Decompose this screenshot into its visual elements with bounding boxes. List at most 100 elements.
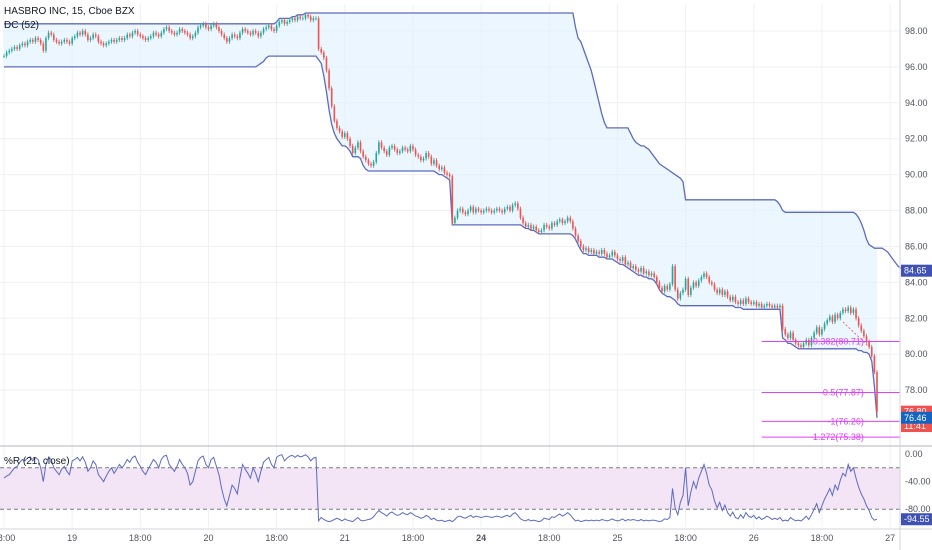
- candle-body: [254, 30, 257, 33]
- wr-line: [3, 454, 878, 523]
- candle-body: [142, 36, 144, 39]
- candle-body: [718, 289, 721, 294]
- candle-body: [842, 309, 844, 313]
- candle-body: [29, 39, 32, 42]
- candle-body: [325, 57, 328, 71]
- candle-body: [627, 262, 629, 265]
- candle-body: [666, 285, 669, 290]
- fib-label: -0.5(77.87): [820, 387, 864, 397]
- y-tick-label: 88.00: [905, 206, 928, 216]
- indicator-legend-wr[interactable]: %R (21, close): [4, 456, 70, 467]
- candle-body: [186, 32, 189, 35]
- candle-body: [24, 43, 26, 46]
- candle-body: [430, 156, 433, 164]
- candle-body: [372, 162, 375, 166]
- candle-body: [257, 32, 260, 37]
- symbol-title[interactable]: HASBRO INC, 15, Cboe BZX: [4, 6, 135, 17]
- candle-body: [260, 32, 262, 37]
- candle-body: [716, 289, 718, 294]
- candle-body: [849, 307, 852, 313]
- candle-body: [669, 284, 671, 290]
- candle-body: [207, 27, 210, 30]
- candle-body: [11, 48, 13, 51]
- candle-body: [294, 18, 296, 21]
- candle-body: [551, 223, 553, 229]
- candle-body: [333, 106, 336, 121]
- indicator-legend-dc[interactable]: DC (52): [4, 20, 40, 31]
- candle-body: [498, 208, 501, 211]
- candle-body: [750, 302, 752, 304]
- candle-body: [220, 30, 223, 35]
- candle-body: [367, 160, 370, 164]
- candle-body: [477, 208, 480, 211]
- wr-y-tick-label: -40.00: [905, 477, 931, 487]
- candle-body: [585, 248, 587, 251]
- candle-body: [815, 327, 818, 333]
- candle-body: [454, 217, 456, 224]
- candle-body: [608, 255, 611, 258]
- candle-body: [519, 208, 522, 218]
- candle-body: [517, 203, 519, 209]
- candle-body: [632, 266, 634, 268]
- candle-body: [524, 223, 527, 227]
- candle-body: [784, 329, 787, 335]
- candle-body: [92, 34, 94, 39]
- candle-body: [244, 29, 246, 31]
- candle-body: [129, 34, 131, 37]
- y-tick-label: 90.00: [905, 170, 928, 180]
- candle-body: [724, 291, 726, 295]
- candle-body: [692, 282, 695, 288]
- candle-body: [700, 276, 703, 281]
- candle-body: [404, 147, 406, 150]
- candle-body: [42, 43, 45, 51]
- candle-body: [844, 309, 847, 312]
- candle-body: [414, 149, 417, 155]
- candle-body: [621, 257, 624, 261]
- candle-body: [302, 18, 304, 20]
- candle-body: [540, 230, 543, 233]
- candle-body: [768, 303, 771, 306]
- candle-body: [336, 120, 338, 128]
- candle-body: [737, 302, 739, 304]
- candle-body: [226, 38, 228, 42]
- candle-body: [530, 224, 532, 229]
- candle-body: [629, 262, 632, 268]
- candle-body: [391, 145, 393, 148]
- candle-body: [461, 208, 464, 213]
- candle-body: [189, 34, 191, 39]
- candle-body: [595, 251, 598, 254]
- candle-body: [37, 38, 39, 40]
- candle-body: [136, 30, 139, 35]
- candle-body: [18, 45, 21, 49]
- candle-body: [742, 300, 745, 304]
- candle-body: [385, 151, 388, 155]
- candle-body: [475, 208, 477, 213]
- price-tag-bg: [901, 411, 932, 424]
- candle-body: [726, 291, 729, 297]
- candle-body: [574, 228, 577, 236]
- candle-body: [561, 219, 564, 224]
- wr-last-tag-bg: [901, 513, 932, 526]
- candle-body: [39, 39, 42, 44]
- x-tick-label: 25: [612, 533, 622, 543]
- candle-body: [545, 224, 548, 227]
- candle-body: [299, 16, 302, 19]
- candle-body: [577, 235, 579, 242]
- candle-body: [480, 210, 482, 213]
- y-tick-label: 84.00: [905, 277, 928, 287]
- candle-body: [527, 224, 530, 227]
- y-tick-label: 86.00: [905, 241, 928, 251]
- candle-body: [818, 327, 821, 335]
- candle-body: [448, 174, 451, 177]
- candle-body: [642, 268, 645, 274]
- wr-y-tick-label: 0.00: [905, 449, 923, 459]
- candle-body: [118, 38, 121, 40]
- candle-body: [839, 312, 842, 319]
- candle-body: [616, 255, 619, 260]
- candle-body: [380, 142, 383, 148]
- candle-body: [490, 210, 493, 213]
- donchian-fill: [4, 13, 877, 418]
- candle-body: [3, 56, 5, 57]
